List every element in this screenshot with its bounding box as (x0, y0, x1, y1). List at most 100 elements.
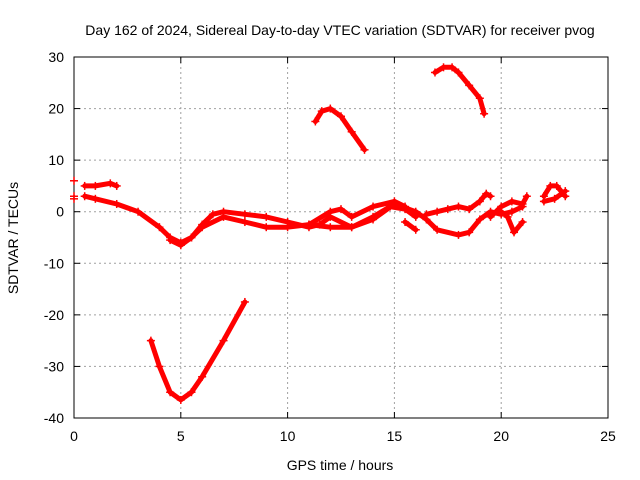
data-point (411, 207, 420, 216)
data-point (70, 176, 78, 185)
series-track-11 (148, 299, 248, 403)
data-point (262, 212, 271, 221)
x-tick-label: 0 (70, 428, 78, 444)
data-point (510, 228, 519, 237)
data-point (176, 241, 185, 250)
data-point (80, 192, 89, 201)
series-track-2 (82, 180, 120, 189)
x-tick-label: 15 (387, 428, 403, 444)
data-point (240, 218, 249, 227)
data-point (155, 223, 164, 232)
data-point (454, 202, 463, 211)
data-point (326, 207, 335, 216)
data-point (134, 207, 143, 216)
data-point (187, 388, 196, 397)
data-point (465, 205, 474, 214)
data-series (70, 63, 570, 404)
data-point (337, 112, 345, 121)
series-track-5 (402, 219, 419, 233)
data-point (112, 199, 121, 208)
data-point (91, 194, 100, 203)
data-point (503, 212, 512, 221)
x-tick-label: 5 (177, 428, 185, 444)
data-point (176, 395, 185, 404)
data-point (522, 192, 531, 201)
y-tick-label: 30 (48, 49, 64, 65)
data-point (486, 212, 495, 221)
data-point (401, 218, 410, 227)
data-point (475, 215, 484, 224)
data-point (369, 215, 378, 224)
data-point (422, 210, 431, 219)
data-point (337, 205, 345, 214)
data-point (70, 194, 78, 203)
data-point (439, 63, 448, 72)
data-point (317, 107, 326, 116)
data-point (497, 207, 506, 216)
data-point (198, 220, 207, 229)
x-tick-label: 20 (493, 428, 509, 444)
data-point (347, 127, 356, 136)
data-point (166, 236, 175, 245)
data-point (106, 179, 115, 188)
data-point (91, 181, 100, 190)
data-point (561, 187, 570, 196)
data-point (507, 207, 516, 216)
data-point (219, 336, 228, 345)
data-point (240, 297, 249, 306)
data-point (326, 104, 335, 113)
x-axis-label: GPS time / hours (287, 457, 394, 473)
data-point (187, 233, 196, 242)
data-point (315, 220, 324, 229)
data-point (475, 94, 484, 103)
y-tick-label: 0 (56, 204, 64, 220)
data-point (240, 210, 249, 219)
data-point (552, 181, 561, 190)
data-point (360, 145, 369, 154)
ticks: 0 5 10 15 20 25 -40 -30 -20 -10 0 10 20 30 (44, 49, 616, 444)
y-tick-label: -30 (44, 358, 64, 374)
data-point (155, 362, 164, 371)
data-point (198, 372, 207, 381)
data-point (326, 223, 335, 232)
data-point (507, 197, 516, 206)
y-axis-label: SDTVAR / TECUs (5, 182, 21, 294)
data-point (208, 210, 217, 219)
data-point (482, 189, 491, 198)
data-point (454, 230, 463, 239)
data-point (465, 228, 474, 237)
x-tick-label: 25 (600, 428, 616, 444)
data-point (480, 109, 489, 118)
data-point (304, 220, 313, 229)
data-point (390, 197, 399, 206)
data-point (518, 199, 527, 208)
data-point (146, 336, 155, 345)
data-point (475, 197, 484, 206)
chart-title: Day 162 of 2024, Sidereal Day-to-day VTE… (85, 22, 594, 38)
y-tick-label: -40 (44, 410, 64, 426)
data-point (430, 68, 439, 77)
x-tick-label: 10 (280, 428, 296, 444)
data-point (411, 225, 420, 234)
data-point (433, 207, 442, 216)
data-point (166, 388, 175, 397)
data-point (347, 223, 356, 232)
y-tick-label: 10 (48, 152, 64, 168)
series-track-8 (498, 209, 526, 235)
data-point (311, 117, 320, 126)
data-point (112, 181, 121, 190)
data-point (550, 194, 559, 203)
data-point (539, 197, 548, 206)
y-tick-label: -10 (44, 255, 64, 271)
data-point (283, 218, 292, 227)
data-point (262, 223, 271, 232)
plot-frame (73, 56, 609, 419)
data-point (448, 63, 457, 72)
data-point (465, 81, 474, 90)
data-point (219, 207, 228, 216)
data-point (80, 181, 89, 190)
data-point (518, 218, 527, 227)
y-tick-label: 20 (48, 101, 64, 117)
